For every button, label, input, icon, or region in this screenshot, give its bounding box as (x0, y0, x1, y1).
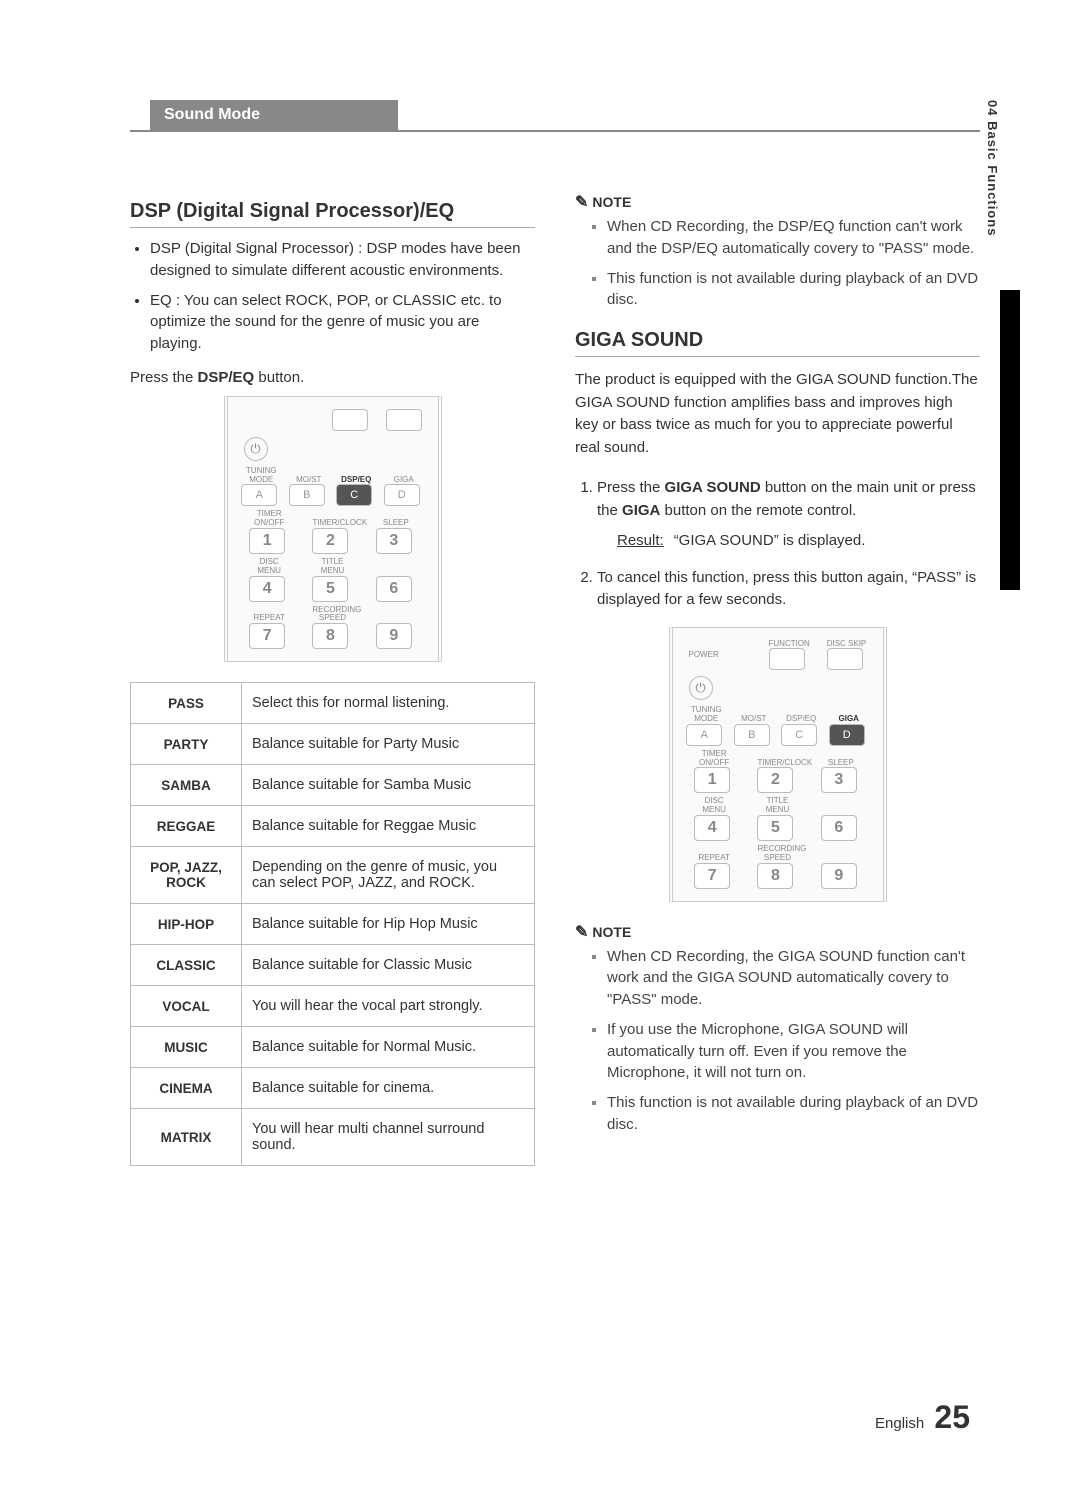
note-item: This function is not available during pl… (607, 268, 980, 312)
mode-key: MUSIC (131, 1027, 242, 1068)
mode-key: SAMBA (131, 765, 242, 806)
text: Press the (597, 479, 665, 496)
pencil-icon: ✎ (575, 194, 588, 211)
result-text: “GIGA SOUND” is displayed. (674, 532, 866, 549)
section-header: Sound Mode (150, 100, 398, 130)
notes-list-2: When CD Recording, the GIGA SOUND functi… (575, 946, 980, 1136)
remote-diagram-dsp: ⏻TUNING MODEAMO/STBDSP/EQCGIGADTIMER ON/… (224, 396, 442, 662)
bold: GIGA (622, 502, 660, 519)
mode-desc: Balance suitable for Party Music (242, 724, 535, 765)
giga-intro: The product is equipped with the GIGA SO… (575, 369, 980, 459)
dsp-bullet: DSP (Digital Signal Processor) : DSP mod… (150, 238, 535, 282)
note-item: If you use the Microphone, GIGA SOUND wi… (607, 1019, 980, 1084)
note-item: This function is not available during pl… (607, 1092, 980, 1136)
giga-sound-heading: GIGA SOUND (575, 329, 980, 357)
dsp-bullets: DSP (Digital Signal Processor) : DSP mod… (130, 238, 535, 355)
mode-key: MATRIX (131, 1109, 242, 1166)
mode-key: VOCAL (131, 986, 242, 1027)
dsp-modes-table: PASSSelect this for normal listening.PAR… (130, 682, 535, 1166)
result-line: Result: “GIGA SOUND” is displayed. (617, 530, 980, 553)
mode-desc: Balance suitable for Reggae Music (242, 806, 535, 847)
result-label: Result: (617, 532, 664, 549)
dsp-eq-heading: DSP (Digital Signal Processor)/EQ (130, 200, 535, 228)
mode-desc: Balance suitable for Normal Music. (242, 1027, 535, 1068)
remote-diagram-giga: POWERFUNCTIONDISC SKIP⏻TUNING MODEAMO/ST… (669, 627, 887, 902)
mode-key: REGGAE (131, 806, 242, 847)
mode-desc: Balance suitable for Classic Music (242, 945, 535, 986)
page-footer: English 25 (875, 1399, 970, 1436)
step-2: To cancel this function, press this butt… (597, 567, 980, 612)
pencil-icon: ✎ (575, 924, 588, 941)
note-heading: ✎NOTE (575, 192, 980, 212)
footer-lang: English (875, 1415, 924, 1432)
mode-desc: Depending on the genre of music, you can… (242, 847, 535, 904)
mode-desc: Balance suitable for Hip Hop Music (242, 904, 535, 945)
giga-steps: Press the GIGA SOUND button on the main … (575, 477, 980, 612)
mode-desc: Select this for normal listening. (242, 683, 535, 724)
mode-key: PARTY (131, 724, 242, 765)
left-column: DSP (Digital Signal Processor)/EQ DSP (D… (130, 182, 535, 1166)
mode-desc: Balance suitable for cinema. (242, 1068, 535, 1109)
dsp-bullet: EQ : You can select ROCK, POP, or CLASSI… (150, 290, 535, 355)
note-label: NOTE (592, 194, 631, 210)
footer-page-number: 25 (934, 1399, 970, 1435)
note-item: When CD Recording, the GIGA SOUND functi… (607, 946, 980, 1011)
note-label: NOTE (592, 924, 631, 940)
button-name: DSP/EQ (198, 369, 255, 386)
chapter-side-tab: 04 Basic Functions (985, 100, 1000, 236)
text: button. (254, 369, 304, 386)
mode-desc: You will hear the vocal part strongly. (242, 986, 535, 1027)
mode-key: POP, JAZZ, ROCK (131, 847, 242, 904)
note-heading-2: ✎NOTE (575, 922, 980, 942)
mode-key: PASS (131, 683, 242, 724)
press-instruction: Press the DSP/EQ button. (130, 369, 535, 386)
note-item: When CD Recording, the DSP/EQ function c… (607, 216, 980, 260)
text: Press the (130, 369, 198, 386)
right-column: ✎NOTE When CD Recording, the DSP/EQ func… (575, 182, 980, 1166)
text: button on the remote control. (660, 502, 856, 519)
section-header-bar: Sound Mode (130, 100, 980, 132)
mode-key: CINEMA (131, 1068, 242, 1109)
bold: GIGA SOUND (665, 479, 761, 496)
mode-key: HIP-HOP (131, 904, 242, 945)
page-edge-tab (1000, 290, 1020, 590)
mode-key: CLASSIC (131, 945, 242, 986)
mode-desc: Balance suitable for Samba Music (242, 765, 535, 806)
mode-desc: You will hear multi channel surround sou… (242, 1109, 535, 1166)
notes-list-1: When CD Recording, the DSP/EQ function c… (575, 216, 980, 311)
step-1: Press the GIGA SOUND button on the main … (597, 477, 980, 553)
